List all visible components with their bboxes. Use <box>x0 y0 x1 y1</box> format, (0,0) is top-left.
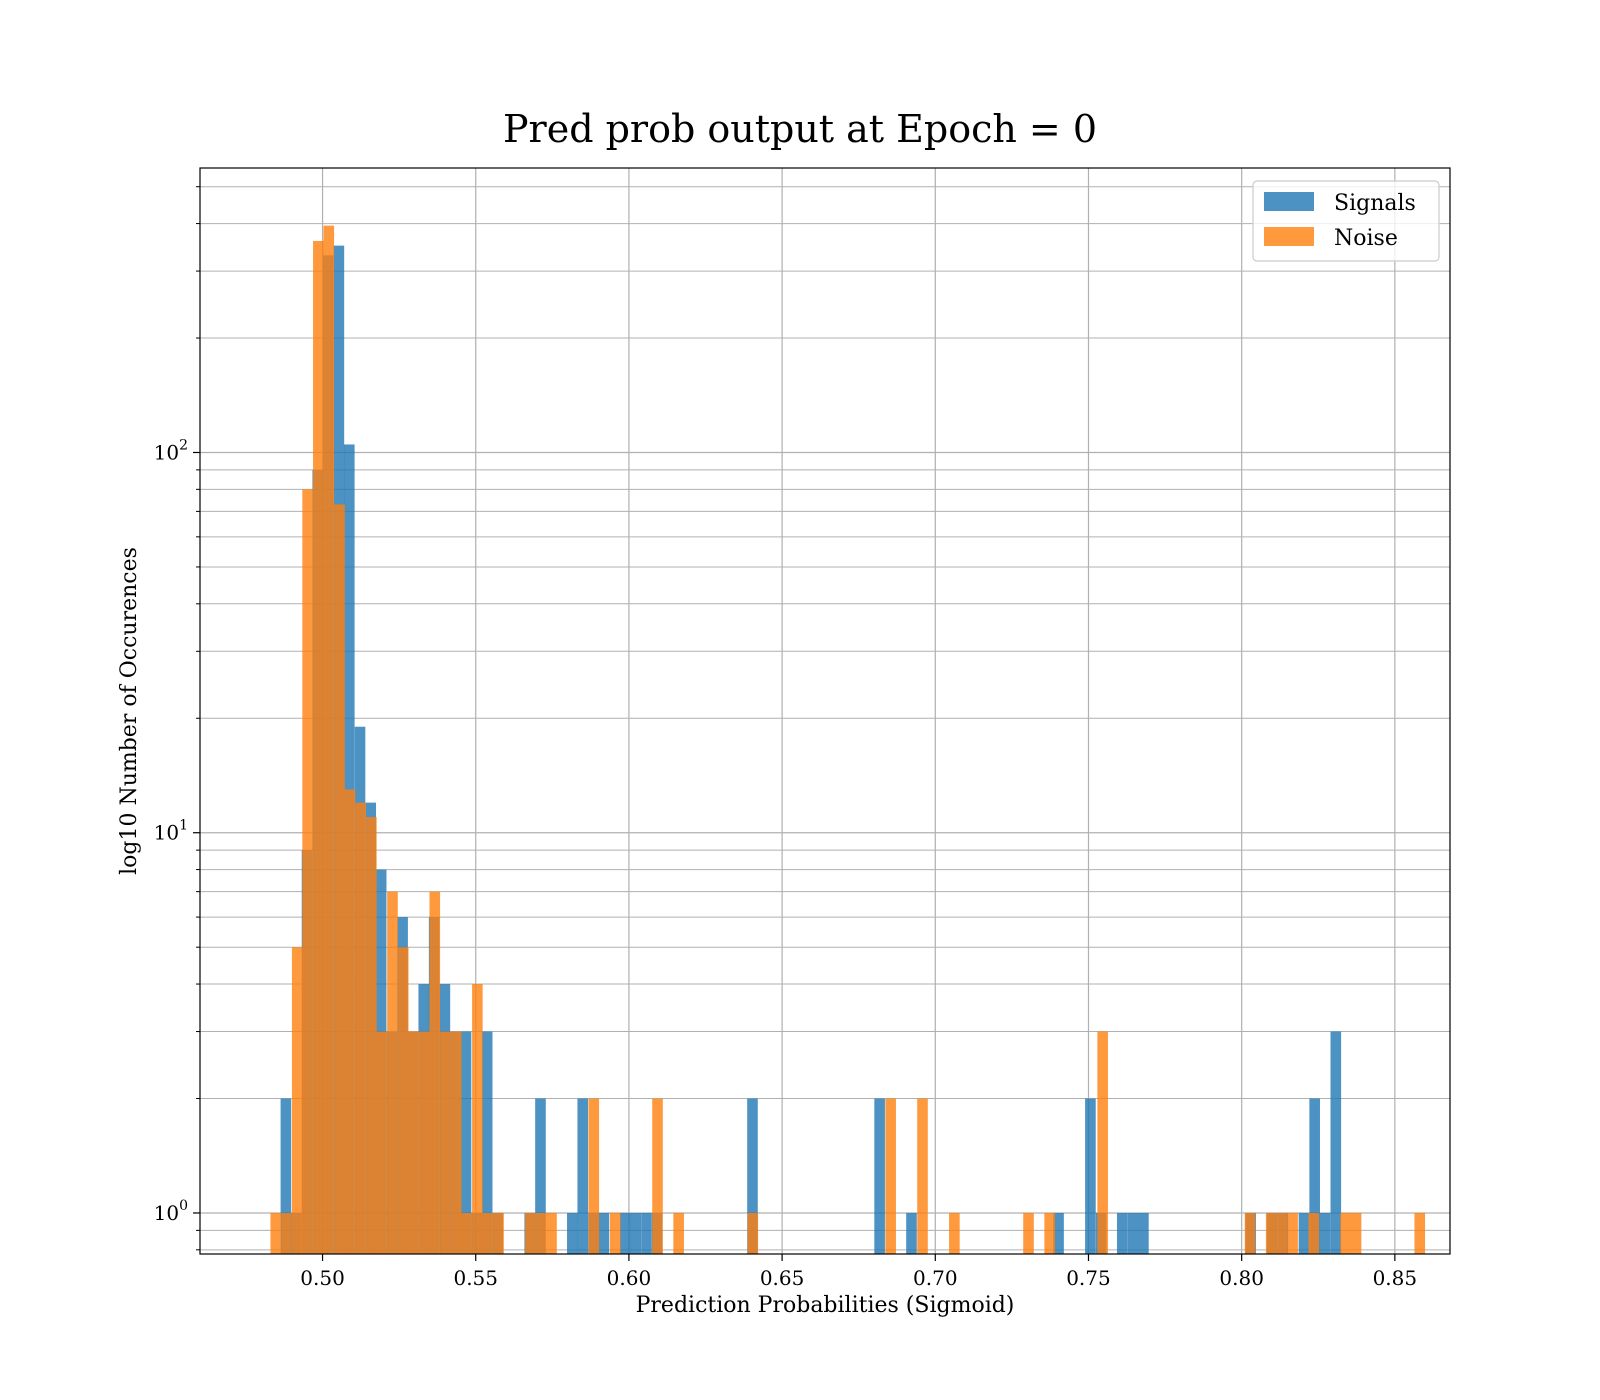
histogram-bar-signals <box>535 1098 546 1254</box>
histogram-bar-signals <box>1116 1212 1128 1254</box>
histogram-bar-noise <box>440 1031 451 1254</box>
histogram-bar-signals <box>1330 1031 1342 1254</box>
histogram-bar-noise <box>291 947 303 1254</box>
y-axis-label: log10 Number of Occurences <box>117 547 142 875</box>
histogram-bar-noise <box>323 225 335 1255</box>
legend: Signals Noise <box>1252 180 1440 262</box>
histogram-bar-signals <box>460 1031 472 1254</box>
histogram-bar-noise <box>652 1098 663 1254</box>
histogram-bar-noise <box>1276 1212 1288 1254</box>
histogram-bar-noise <box>1350 1212 1362 1254</box>
histogram-bar-noise <box>917 1098 928 1254</box>
histogram-bar-noise <box>397 947 409 1254</box>
x-tick-label: 0.80 <box>1219 1266 1264 1290</box>
histogram-bar-noise <box>588 1098 600 1254</box>
histogram-bar-signals <box>630 1212 642 1254</box>
histogram-bar-noise <box>1244 1212 1256 1254</box>
histogram-bar-signals <box>1298 1212 1310 1254</box>
x-tick-label: 0.55 <box>453 1266 498 1290</box>
histogram-bar-signals <box>1138 1212 1149 1254</box>
histogram-bar-noise <box>1023 1212 1034 1254</box>
histogram-bar-noise <box>885 1098 896 1254</box>
series-noise <box>270 225 1426 1255</box>
histogram-bar-noise <box>525 1212 536 1254</box>
histogram-bar-signals <box>567 1212 578 1254</box>
histogram-bar-noise <box>482 1212 494 1254</box>
histogram-bar-noise <box>270 1212 282 1254</box>
histogram-bar-signals <box>1053 1212 1064 1254</box>
histogram-bar-noise <box>355 802 366 1254</box>
histogram-bar-noise <box>450 1031 462 1254</box>
histogram-bar-noise <box>546 1212 557 1254</box>
bars <box>270 225 1426 1255</box>
histogram-bar-noise <box>535 1212 547 1254</box>
histogram-bar-signals <box>906 1212 917 1254</box>
histogram-bar-noise <box>747 1212 759 1254</box>
legend-swatch-noise <box>1264 227 1314 246</box>
x-axis-label: Prediction Probabilities (Sigmoid) <box>636 1293 1015 1318</box>
histogram-bar-signals <box>481 1031 493 1254</box>
histogram-bar-noise <box>281 1212 292 1254</box>
histogram-bar-noise <box>673 1212 684 1254</box>
x-tick-label: 0.65 <box>760 1266 805 1290</box>
legend-swatch-signals <box>1264 192 1314 211</box>
histogram-bar-noise <box>1097 1031 1108 1254</box>
x-tick-label: 0.60 <box>607 1266 652 1290</box>
histogram-bar-signals <box>1319 1212 1331 1254</box>
y-tick-label: 100 <box>154 1198 188 1225</box>
histogram-bar-signals <box>620 1212 631 1254</box>
legend-label-noise: Noise <box>1334 226 1398 251</box>
x-tick-label: 0.50 <box>300 1266 345 1290</box>
histogram-bar-noise <box>1044 1212 1055 1254</box>
histogram-bar-noise <box>493 1212 504 1254</box>
histogram-bar-signals <box>874 1098 885 1254</box>
histogram-bar-noise <box>1287 1212 1298 1254</box>
histogram-bar-noise <box>313 240 324 1254</box>
histogram-bar-noise <box>376 1031 388 1254</box>
histogram-bar-signals <box>280 1098 292 1254</box>
y-tick-label: 101 <box>154 818 188 845</box>
histogram-bar-signals <box>598 1212 610 1254</box>
histogram-bar-noise <box>408 1031 419 1254</box>
histogram-bar-signals <box>641 1212 652 1254</box>
y-tick-label: 102 <box>154 437 188 464</box>
histogram-bar-noise <box>472 984 483 1254</box>
chart-title: Pred prob output at Epoch = 0 <box>503 107 1097 151</box>
grid <box>200 168 1450 1254</box>
histogram-bar-noise <box>429 891 441 1254</box>
plot-frame <box>199 167 1451 1255</box>
histogram-bar-signals <box>1127 1212 1139 1254</box>
histogram-bar-signals <box>747 1098 758 1254</box>
x-tick-label: 0.75 <box>1066 1266 1111 1290</box>
histogram-bar-noise <box>302 489 313 1254</box>
legend-label-signals: Signals <box>1334 191 1416 216</box>
histogram-bar-signals <box>1309 1098 1320 1254</box>
histogram-bar-noise <box>334 504 345 1255</box>
histogram-bar-noise <box>1308 1212 1320 1254</box>
histogram-bar-noise <box>1340 1212 1351 1254</box>
x-tick-label: 0.85 <box>1373 1266 1418 1290</box>
histogram-bar-noise <box>1265 1212 1277 1254</box>
histogram-bar-noise <box>419 1031 430 1254</box>
x-tick-label: 0.70 <box>913 1266 958 1290</box>
histogram-bar-signals <box>1085 1098 1096 1254</box>
histogram-bar-signals <box>577 1098 589 1254</box>
histogram-bar-noise <box>1414 1212 1426 1254</box>
ticks: 0.50 0.55 0.60 0.65 0.70 0.75 0.80 0.85 100 101 10… <box>154 186 1418 1290</box>
histogram-bar-noise <box>949 1212 960 1254</box>
histogram-bar-noise <box>387 891 398 1254</box>
histogram-bar-noise <box>366 816 377 1254</box>
histogram-bar-noise <box>609 1212 621 1254</box>
histogram-bar-noise <box>461 1212 472 1254</box>
histogram-bar-noise <box>344 789 356 1254</box>
